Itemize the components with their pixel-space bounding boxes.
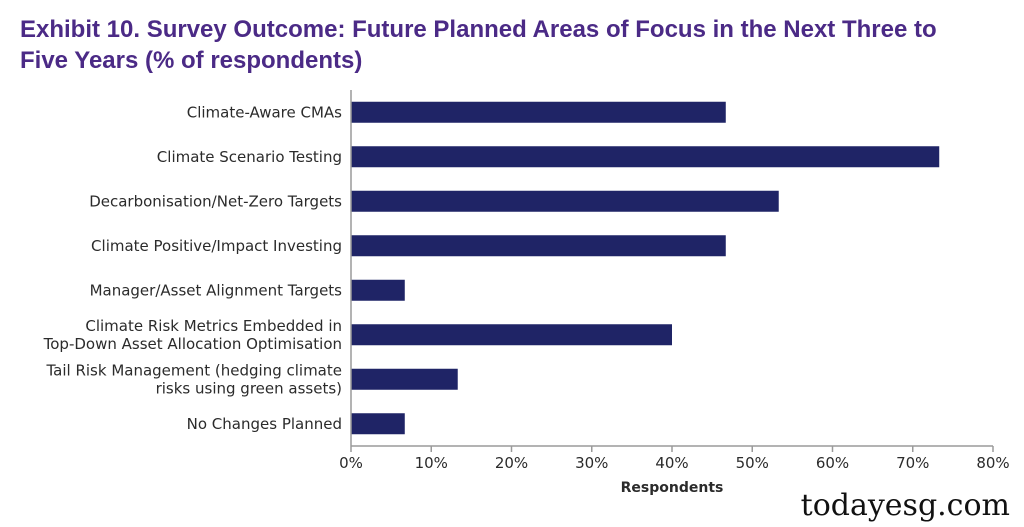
category-label-3: Climate Positive/Impact Investing [91, 237, 342, 255]
category-label-5: Climate Risk Metrics Embedded in Top-Down… [43, 317, 342, 353]
bars-group [351, 101, 940, 435]
bar-2 [351, 190, 779, 212]
bar-6 [351, 368, 458, 390]
x-tick-label-5: 50% [736, 454, 769, 472]
x-tick-label-1: 10% [415, 454, 448, 472]
bar-5 [351, 324, 672, 346]
bar-0 [351, 101, 726, 123]
category-labels: Climate-Aware CMAs Climate Scenario Testi… [43, 103, 343, 433]
bar-4 [351, 279, 405, 301]
category-label-7: No Changes Planned [187, 415, 342, 433]
axes-group: 0% 10% 20% 30% 40% 50% 60% 70% 80% [339, 90, 1010, 472]
x-tick-label-0: 0% [339, 454, 363, 472]
category-label-0: Climate-Aware CMAs [187, 103, 342, 121]
bar-1 [351, 146, 940, 168]
bar-7 [351, 413, 405, 435]
x-tick-label-6: 60% [816, 454, 849, 472]
category-label-2: Decarbonisation/Net-Zero Targets [89, 192, 342, 210]
watermark-text: todayesg.com [800, 488, 1010, 523]
x-tick-label-4: 40% [655, 454, 688, 472]
x-axis-title: Respondents [621, 480, 724, 496]
category-label-1: Climate Scenario Testing [157, 148, 342, 166]
bar-3 [351, 235, 726, 257]
category-label-4: Manager/Asset Alignment Targets [90, 281, 343, 299]
category-label-6: Tail Risk Management (hedging climate ris… [45, 361, 342, 397]
chart-title: Exhibit 10. Survey Outcome: Future Plann… [20, 16, 937, 74]
x-tick-label-8: 80% [976, 454, 1009, 472]
x-tick-label-3: 30% [575, 454, 608, 472]
x-tick-label-7: 70% [896, 454, 929, 472]
x-tick-label-2: 20% [495, 454, 528, 472]
